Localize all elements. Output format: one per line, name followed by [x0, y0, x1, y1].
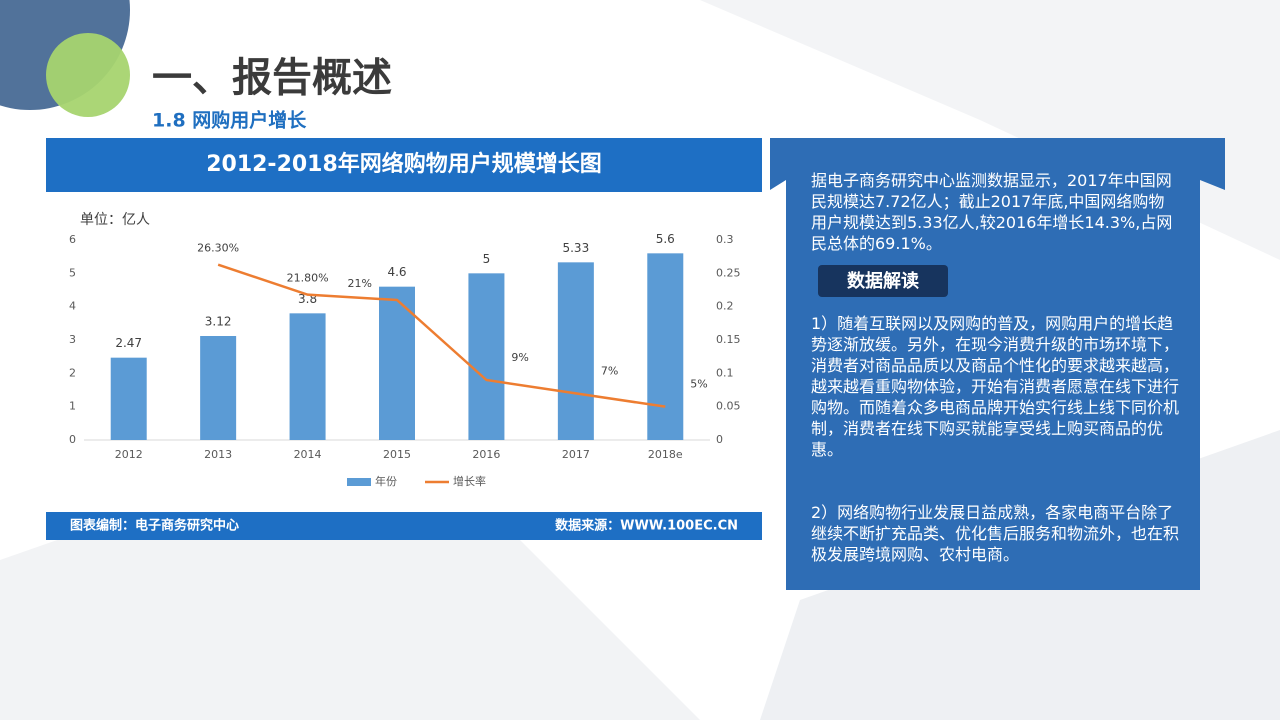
badge: 数据解读 [847, 270, 919, 292]
line [217, 263, 666, 408]
deco-circle [46, 33, 130, 117]
x-tick-label: 2014 [294, 448, 322, 461]
y-tick-label: 6 [69, 233, 76, 246]
point-text: 2）网络购物行业发展日益成熟，各家电商平台除了继续不断扩充品类、优化售后服务和物… [811, 503, 1180, 564]
bar-label: 3.12 [205, 315, 232, 329]
y2-tick-label: 0 [716, 433, 723, 446]
point-text: 1）随着互联网以及网购的普及，网购用户的增长趋势逐渐放缓。另外，在现今消费升级的… [811, 314, 1180, 459]
bar [200, 336, 237, 440]
bg-shape [700, 0, 1280, 260]
bar [110, 357, 147, 440]
line-label: 7% [601, 364, 618, 377]
footer-right: 数据来源：WWW.100EC.CN [555, 518, 738, 534]
line-label: 26.30% [197, 242, 239, 255]
x-tick-label: 2012 [115, 448, 143, 461]
slide-title: 一、报告概述 [152, 55, 392, 101]
y2-tick-label: 0.1 [716, 366, 734, 379]
x-tick-label: 2017 [562, 448, 590, 461]
bg-shape [0, 420, 700, 720]
chart-header [46, 138, 762, 192]
line-label: 5% [690, 378, 707, 391]
bar-label: 4.6 [387, 265, 406, 279]
y2-tick-label: 0.25 [716, 266, 741, 279]
y2-tick-label: 0.15 [716, 333, 741, 346]
x-tick-label: 2015 [383, 448, 411, 461]
bar-label: 2.47 [115, 336, 142, 350]
y-tick-label: 2 [69, 366, 76, 379]
x-tick-label: 2018e [648, 448, 683, 461]
y2-tick-label: 0.3 [716, 233, 734, 246]
x-tick-label: 2013 [204, 448, 232, 461]
line-label: 21% [348, 277, 372, 290]
y2-tick-label: 0.05 [716, 400, 741, 413]
intro-text: 据电子商务研究中心监测数据显示，2017年中国网民规模达7.72亿人；截止201… [811, 171, 1173, 253]
chart-title: 2012-2018年网络购物用户规模增长图 [206, 151, 602, 177]
x-tick-label: 2016 [472, 448, 500, 461]
slide-subtitle: 1.8 网购用户增长 [152, 109, 307, 132]
unit-label: 单位：亿人 [80, 212, 150, 228]
legend-swatch [347, 478, 371, 486]
y-tick-label: 1 [69, 400, 76, 413]
y-tick-label: 5 [69, 266, 76, 279]
bar [289, 313, 326, 440]
line-label: 21.80% [287, 272, 329, 285]
bar [468, 273, 505, 440]
y-tick-label: 0 [69, 433, 76, 446]
bar [557, 262, 594, 440]
bar-label: 5 [483, 252, 491, 266]
y-tick-label: 3 [69, 333, 76, 346]
bar-label: 5.6 [656, 232, 675, 246]
footer-left: 图表编制：电子商务研究中心 [70, 518, 239, 534]
bar [647, 253, 684, 440]
legend-label: 增长率 [453, 474, 486, 488]
line-label: 9% [511, 351, 528, 364]
badge-bg [818, 265, 948, 297]
y-tick-label: 4 [69, 300, 76, 313]
legend-label: 年份 [375, 474, 397, 488]
y2-tick-label: 0.2 [716, 300, 734, 313]
chart-footer [46, 512, 762, 540]
text-panel [770, 138, 1225, 590]
bar-label: 5.33 [562, 241, 589, 255]
